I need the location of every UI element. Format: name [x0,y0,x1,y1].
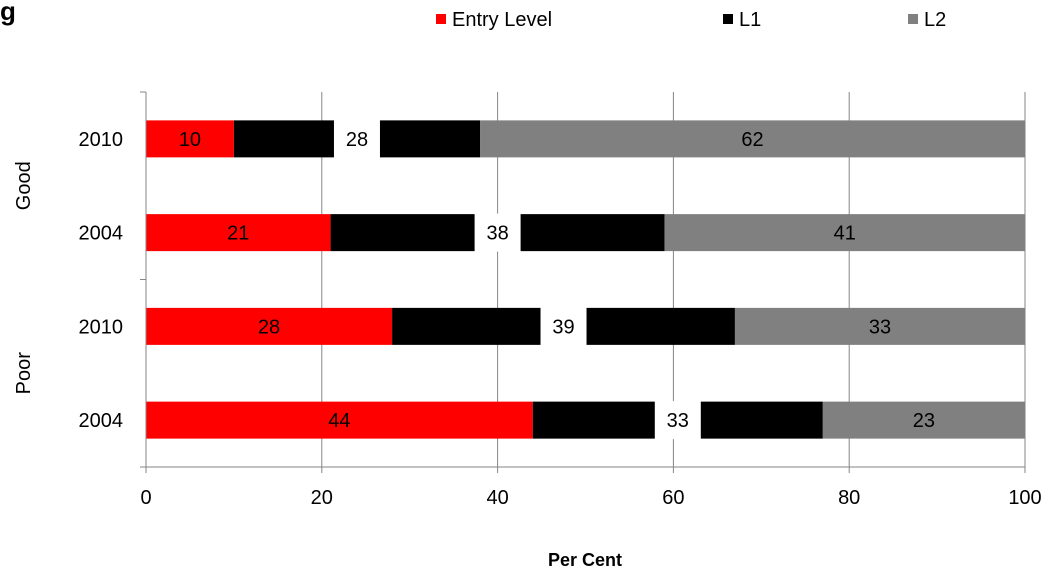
bar-segment [734,307,1025,345]
data-label: 28 [346,129,368,151]
legend-label: Entry Level [452,9,552,31]
x-tick-label: 40 [486,487,508,509]
y-category-label: 2010 [79,316,124,338]
legend-label: L2 [924,9,946,31]
x-axis-label: Per Cent [548,550,622,570]
legend-swatch [436,14,446,24]
data-label: 23 [913,410,935,432]
data-label-box [474,213,521,252]
data-label: 62 [741,129,763,151]
data-label: 10 [179,129,201,151]
bar-segment [480,120,1025,158]
y-category-label: 2010 [79,129,124,151]
data-label: 44 [328,410,350,432]
data-label: 28 [258,316,280,338]
data-label-box [540,307,587,346]
y-category-label: 2004 [79,410,124,432]
x-tick-label: 0 [140,487,151,509]
bar-segment [146,401,533,439]
bar-segment [146,307,393,345]
data-label-box [333,119,380,158]
y-group-label: Poor [13,352,35,395]
x-tick-label: 20 [311,487,333,509]
y-category-label: 2004 [79,223,124,245]
y-group-label: Good [13,161,35,210]
bar-segment [822,401,1025,439]
legend-label: L1 [739,9,761,31]
data-label: 39 [552,316,574,338]
x-tick-label: 100 [1008,487,1041,509]
y-axis: 2010 2004 2010 2004 Good Poor [13,91,147,468]
data-label: 33 [869,316,891,338]
bar-segment [664,214,1025,252]
bars: 10 28 62 21 38 41 28 39 33 44 33 23 [146,119,1025,440]
bar-segment [146,120,234,158]
bar-segment [146,214,331,252]
data-label: 38 [486,223,508,245]
data-label: 41 [834,223,856,245]
legend: Entry Level L1 L2 [436,9,946,31]
chart-title-fragment: g [0,0,16,26]
x-axis: 0 20 40 60 80 100 [140,466,1042,509]
data-label: 33 [667,410,689,432]
legend-swatch [908,14,918,24]
data-label: 21 [227,223,249,245]
x-tick-label: 60 [662,487,684,509]
legend-swatch [723,14,733,24]
data-label-box [654,401,701,440]
x-tick-label: 80 [838,487,860,509]
